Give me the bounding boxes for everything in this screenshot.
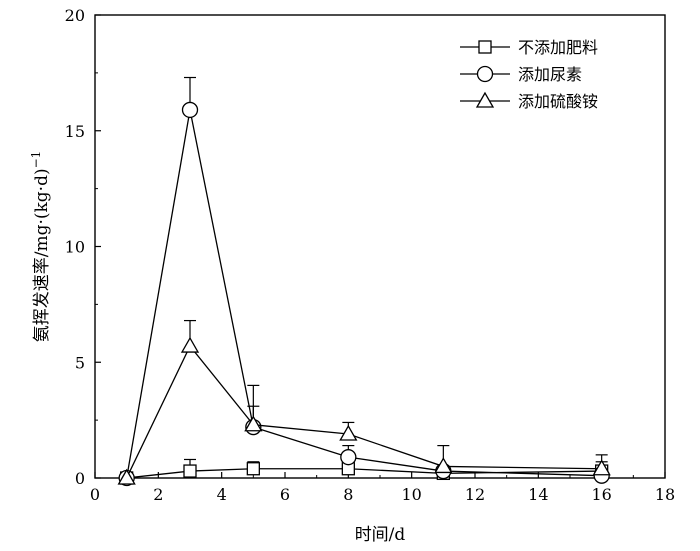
- data-point: [246, 462, 260, 476]
- legend-entry: 添加硫酸铵: [460, 91, 598, 111]
- legend-marker: [476, 65, 494, 83]
- series-line: [126, 468, 602, 479]
- x-tick-label: 18: [655, 485, 675, 504]
- legend-label: 添加硫酸铵: [518, 92, 598, 111]
- y-tick-label: 0: [75, 469, 85, 488]
- data-point: [244, 415, 263, 432]
- x-tick-label: 2: [153, 485, 163, 504]
- data-point: [117, 468, 136, 485]
- plot-frame: [94, 14, 666, 479]
- data-point: [339, 424, 358, 441]
- series-square: [120, 458, 609, 485]
- data-point: [183, 464, 197, 478]
- x-tick-label: 8: [343, 485, 353, 504]
- legend-marker: [478, 40, 492, 54]
- series-circle: [118, 76, 610, 487]
- series-triangle: [117, 319, 611, 485]
- x-tick-label: 14: [528, 485, 548, 504]
- series-line: [126, 344, 602, 479]
- legend-entry: 不添加肥料: [460, 38, 598, 57]
- y-tick-label: 5: [75, 353, 85, 372]
- x-tick-label: 16: [591, 485, 611, 504]
- y-tick-label: 10: [65, 238, 85, 257]
- x-tick-label: 6: [280, 485, 290, 504]
- x-tick-label: 10: [401, 485, 421, 504]
- data-point: [181, 101, 199, 119]
- y-axis-title-superscript: −1: [29, 151, 43, 169]
- data-point: [180, 336, 200, 353]
- legend-label: 不添加肥料: [518, 38, 598, 57]
- legend-label: 添加尿素: [518, 65, 582, 84]
- data-point: [434, 457, 453, 474]
- y-tick-label: 15: [65, 122, 85, 141]
- y-tick-label: 20: [65, 6, 85, 25]
- legend-marker: [475, 91, 495, 108]
- data-point: [340, 449, 357, 466]
- series-line: [126, 109, 602, 479]
- y-axis-title: 氨挥发速率/mg·(kg·d)−1: [29, 151, 52, 343]
- x-axis-title: 时间/d: [355, 525, 406, 545]
- x-tick-label: 12: [465, 485, 485, 504]
- data-point: [592, 459, 611, 476]
- x-tick-label: 0: [90, 485, 100, 504]
- x-tick-label: 4: [217, 485, 227, 504]
- legend-entry: 添加尿素: [460, 65, 582, 84]
